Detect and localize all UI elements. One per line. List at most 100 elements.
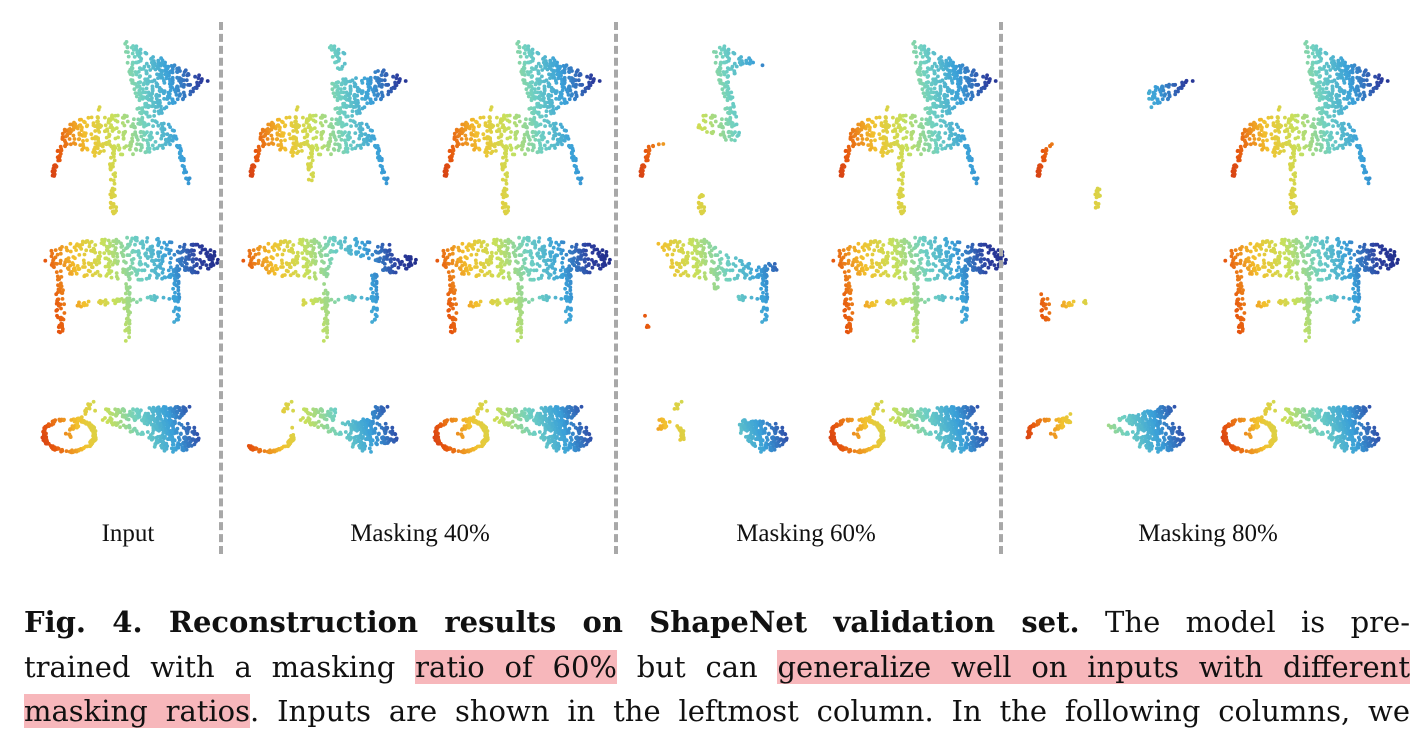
point xyxy=(868,147,872,152)
point xyxy=(573,96,577,101)
point xyxy=(155,105,160,109)
point xyxy=(57,289,62,293)
point xyxy=(129,140,133,145)
point xyxy=(168,142,172,147)
point xyxy=(490,123,494,128)
point xyxy=(107,132,112,137)
point xyxy=(197,73,202,78)
point xyxy=(306,118,310,123)
point xyxy=(125,60,130,65)
point xyxy=(133,91,138,95)
point xyxy=(284,115,289,120)
point xyxy=(139,134,144,139)
point xyxy=(349,103,354,108)
point xyxy=(140,145,144,150)
point xyxy=(125,296,130,301)
point xyxy=(530,58,535,63)
point xyxy=(164,247,169,251)
point xyxy=(92,153,97,158)
point xyxy=(562,97,567,102)
point xyxy=(394,83,399,88)
point xyxy=(1281,142,1285,146)
point xyxy=(174,85,179,90)
point xyxy=(331,242,335,247)
point xyxy=(384,72,389,76)
point xyxy=(933,138,937,143)
point xyxy=(1276,128,1281,133)
point xyxy=(1316,69,1321,74)
point xyxy=(1239,147,1244,151)
point xyxy=(135,300,139,304)
point xyxy=(53,248,58,253)
point xyxy=(1166,96,1170,101)
point xyxy=(321,339,326,343)
point xyxy=(65,132,70,137)
point xyxy=(1040,149,1045,154)
point xyxy=(502,129,507,133)
point xyxy=(143,150,148,155)
point xyxy=(102,149,106,153)
point xyxy=(566,93,571,97)
point xyxy=(531,67,536,71)
point xyxy=(155,82,160,87)
point xyxy=(591,78,596,83)
point xyxy=(543,103,548,108)
point xyxy=(1288,125,1293,130)
point xyxy=(108,177,113,182)
point xyxy=(451,147,456,151)
point xyxy=(112,158,117,163)
point xyxy=(167,95,172,99)
point xyxy=(484,153,489,158)
point xyxy=(138,130,143,135)
point xyxy=(1325,138,1329,143)
point xyxy=(464,137,469,141)
point xyxy=(167,101,172,106)
point xyxy=(560,142,564,147)
point xyxy=(1275,136,1280,141)
point xyxy=(170,67,175,72)
point xyxy=(505,210,509,215)
point xyxy=(144,86,149,91)
point xyxy=(522,51,527,56)
point xyxy=(371,290,375,295)
point xyxy=(271,256,275,261)
point xyxy=(383,266,387,270)
point xyxy=(378,156,383,161)
point xyxy=(350,78,355,83)
point xyxy=(163,275,168,280)
point xyxy=(901,174,905,179)
point xyxy=(107,268,111,273)
point xyxy=(521,140,525,145)
point xyxy=(1252,137,1257,141)
point xyxy=(1326,122,1331,127)
point xyxy=(170,85,175,90)
point xyxy=(1344,64,1348,69)
point xyxy=(571,148,575,153)
point xyxy=(544,262,549,267)
point xyxy=(1291,194,1296,199)
point xyxy=(187,176,192,181)
point xyxy=(703,113,708,118)
point xyxy=(968,163,973,168)
point xyxy=(144,111,149,116)
point xyxy=(934,122,939,127)
point xyxy=(741,61,745,66)
point xyxy=(1305,60,1310,65)
point xyxy=(1355,70,1360,74)
point xyxy=(198,258,202,262)
point xyxy=(136,91,141,96)
point xyxy=(148,74,152,79)
point xyxy=(159,122,164,126)
point xyxy=(148,136,153,141)
point xyxy=(339,95,344,100)
point xyxy=(62,138,67,143)
point xyxy=(927,134,932,139)
point xyxy=(504,181,509,186)
point xyxy=(958,101,963,105)
point xyxy=(305,264,310,269)
point xyxy=(77,117,82,122)
point xyxy=(1314,46,1318,51)
point xyxy=(956,142,960,147)
point xyxy=(322,144,327,149)
point xyxy=(905,130,909,134)
